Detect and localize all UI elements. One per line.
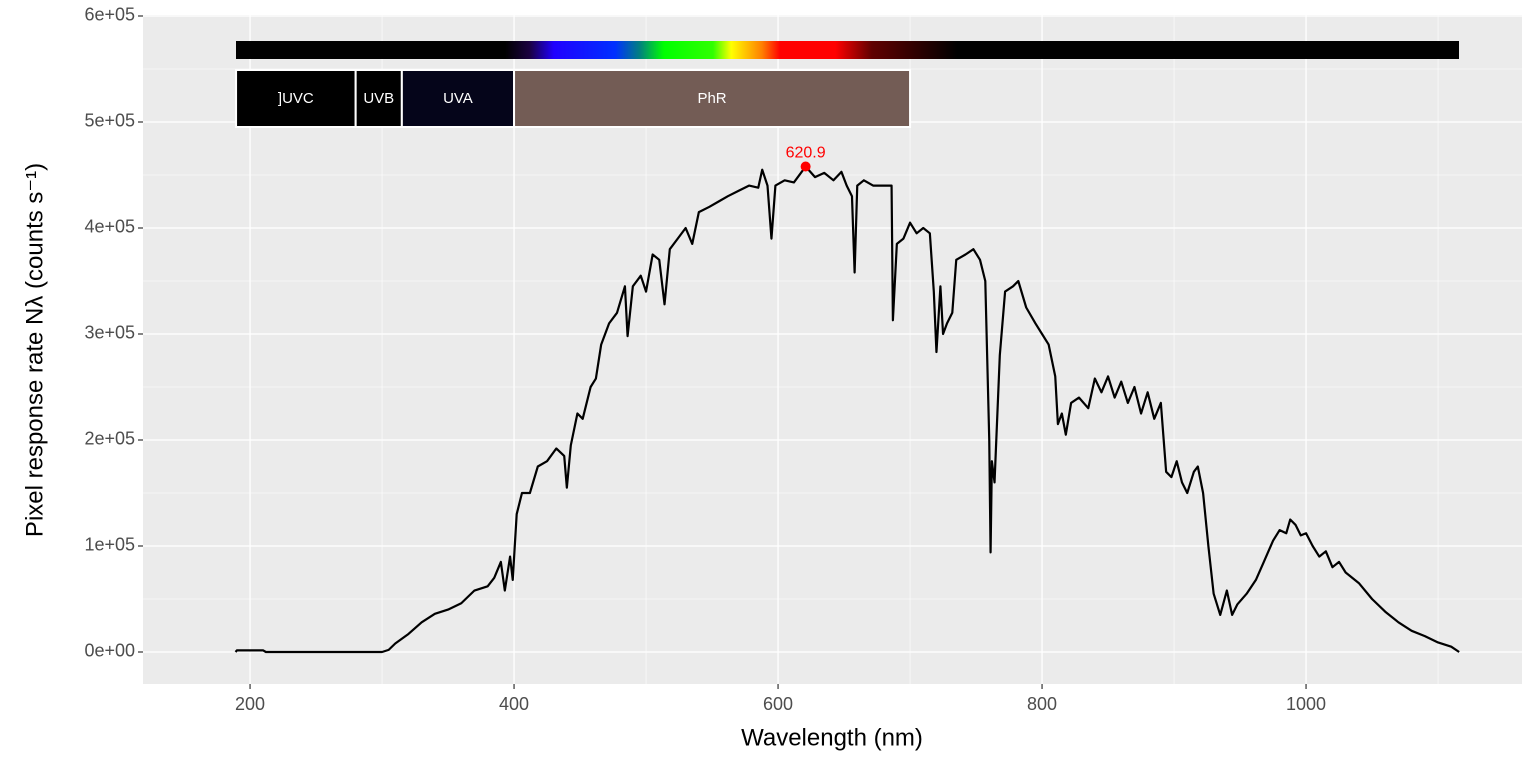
x-tick-label: 1000 (1286, 694, 1326, 714)
y-tick-label: 0e+00 (84, 641, 135, 661)
spectrum-line (234, 165, 1460, 654)
band-box (513, 69, 912, 128)
x-tick-label: 400 (499, 694, 529, 714)
band-box (354, 69, 403, 128)
y-tick-label: 5e+05 (84, 111, 135, 131)
band-label: ]UVC (278, 90, 314, 107)
y-tick-label: 4e+05 (84, 217, 135, 237)
peak-label: 620.9 (786, 145, 826, 162)
band-label: UVB (363, 90, 394, 107)
y-axis-title: Pixel response rate Nλ (counts s⁻¹) (21, 163, 48, 537)
y-tick-label: 1e+05 (84, 535, 135, 555)
x-tick-label: 200 (235, 694, 265, 714)
peak-point (800, 161, 811, 172)
y-tick-label: 2e+05 (84, 429, 135, 449)
band-box (400, 69, 516, 128)
band-box (235, 69, 357, 128)
x-tick-label: 600 (763, 694, 793, 714)
spectrum-bar (236, 41, 1459, 59)
band-label: UVA (443, 90, 473, 107)
y-tick-label: 6e+05 (84, 5, 135, 25)
x-axis-title: Wavelength (nm) (741, 724, 923, 751)
band-label: PhR (697, 90, 726, 107)
x-tick-label: 800 (1027, 694, 1057, 714)
y-tick-label: 3e+05 (84, 323, 135, 343)
